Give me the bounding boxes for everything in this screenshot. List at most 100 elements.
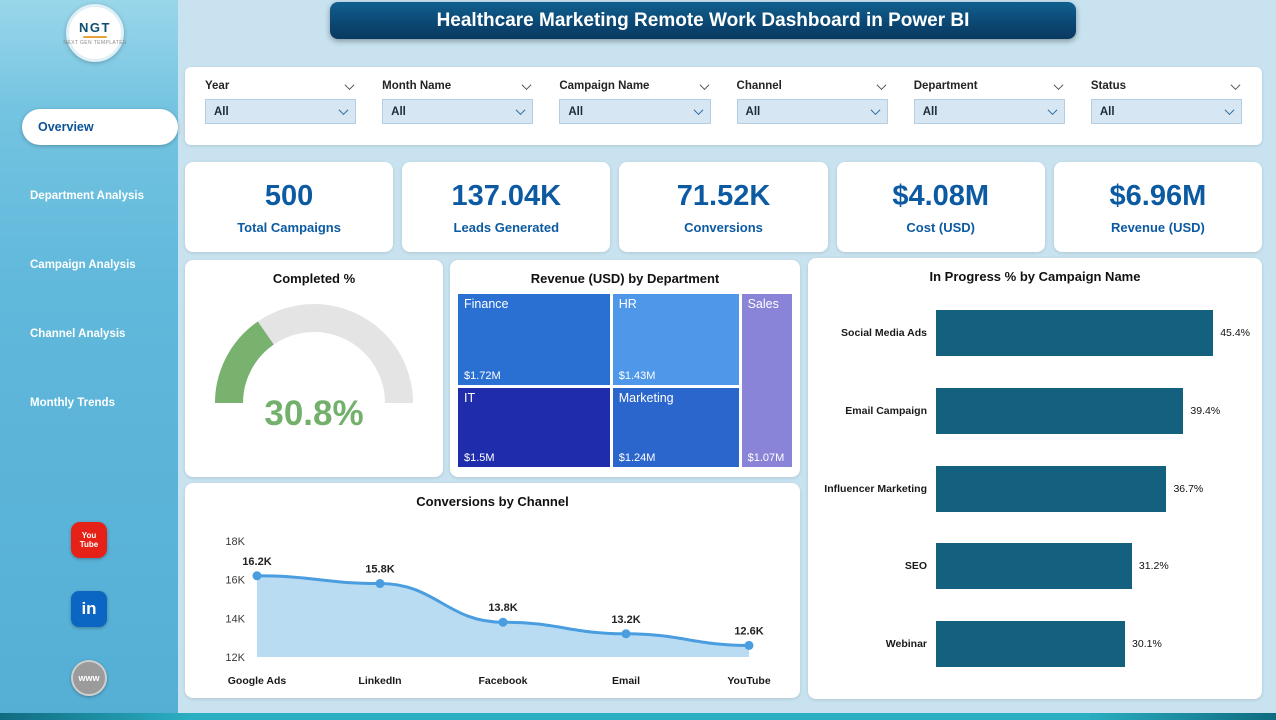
kpi-value: 71.52K [676, 179, 771, 212]
bar-row: SEO 31.2% [818, 537, 1250, 595]
kpi-label: Cost (USD) [906, 219, 976, 235]
bar-social-media-ads[interactable] [936, 310, 1214, 356]
treemap-node-name: Finance [464, 297, 509, 311]
sidebar-item-department-analysis[interactable]: Department Analysis [30, 190, 144, 202]
point-value-label: 13.2K [611, 614, 640, 626]
bar-category-label: Email Campaign [845, 404, 927, 417]
point-value-label: 12.6K [734, 625, 763, 637]
gauge-chart [204, 300, 424, 418]
bar-track: 45.4% [936, 310, 1250, 356]
bar-category-label: Social Media Ads [841, 327, 927, 339]
chevron-down-icon[interactable] [1230, 79, 1241, 90]
kpi-value: 500 [264, 179, 314, 212]
bar-email-campaign[interactable] [936, 387, 1184, 434]
kpi-leads-generated: 137.04K Leads Generated [402, 162, 611, 252]
bar-influencer-marketing[interactable] [936, 465, 1167, 512]
bar-track: 39.4% [936, 387, 1250, 434]
line-point-youtube[interactable] [744, 640, 754, 650]
slicer-dropdown-channel[interactable]: All [736, 99, 888, 124]
line-svg: 18K 16K 14K 12K 16.2K Google Ads 15.8K LinkedIn… [225, 536, 770, 687]
treemap-node-hr[interactable]: HR $1.43M [612, 294, 739, 386]
treemap-node-finance[interactable]: Finance $1.72M [458, 294, 610, 385]
treemap-column: Finance $1.72M IT $1.5M [458, 294, 610, 467]
kpi-label: Leads Generated [453, 219, 560, 235]
slicer-label: Campaign Name [559, 80, 650, 92]
bar-row: Influencer Marketing 36.7% [818, 460, 1250, 518]
slicer-value: All [214, 105, 229, 118]
bar-value-label: 45.4% [1220, 327, 1250, 339]
gauge-value-arc[interactable] [215, 321, 275, 404]
point-value-label: 16.2K [242, 556, 271, 568]
slicer-header: Channel [737, 79, 888, 92]
bar-seo[interactable] [936, 543, 1132, 590]
treemap-node-sales[interactable]: Sales $1.07M [741, 294, 792, 467]
kpi-revenue-usd: $6.96M Revenue (USD) [1053, 162, 1263, 252]
slicer-label: Month Name [382, 80, 452, 92]
slicer-label: Status [1090, 80, 1127, 92]
line-point-google-ads[interactable] [252, 571, 262, 581]
sidebar-item-campaign-analysis[interactable]: Campaign Analysis [30, 259, 136, 271]
sidebar-item-overview[interactable]: Overview [22, 109, 178, 145]
bottom-strip [0, 713, 1276, 720]
treemap-node-it[interactable]: IT $1.5M [458, 387, 610, 467]
conversions-line-chart: 18K 16K 14K 12K 16.2K Google Ads 15.8K LinkedIn… [197, 511, 790, 690]
treemap-column: Sales $1.07M [741, 294, 792, 467]
point-value-label: 13.8K [488, 602, 517, 614]
line-point-linkedin[interactable] [375, 579, 385, 589]
completed-gauge-card: Completed % 30.8% [185, 260, 443, 477]
inprogress-bar-card: In Progress % by Campaign Name Social Me… [808, 258, 1262, 699]
treemap-node-name: IT [464, 390, 476, 405]
slicer-dropdown-year[interactable]: All [205, 99, 357, 124]
treemap-node-value: $1.24M [618, 452, 656, 464]
chevron-down-icon[interactable] [1053, 79, 1064, 90]
chevron-down-icon[interactable] [521, 79, 532, 90]
bar-value-label: 31.2% [1138, 560, 1169, 573]
slicer-dropdown-campaign-name[interactable]: All [559, 99, 711, 124]
chart-title-completed: Completed % [272, 271, 356, 286]
chevron-down-icon[interactable] [876, 79, 887, 90]
linkedin-icon[interactable]: in [71, 591, 107, 627]
kpi-conversions: 71.52K Conversions [619, 162, 828, 252]
bar-webinar[interactable] [936, 621, 1126, 667]
chevron-down-icon [338, 105, 349, 116]
line-area [257, 575, 749, 657]
social-links: You Tube in www [0, 522, 178, 696]
x-category-label: Email [612, 675, 640, 687]
treemap-node-marketing[interactable]: Marketing $1.24M [612, 388, 739, 467]
chevron-down-icon [1224, 105, 1235, 116]
point-value-label: 15.8K [365, 564, 394, 576]
bar-track: 36.7% [936, 465, 1250, 512]
slicer-header: Status [1090, 79, 1242, 92]
line-point-email[interactable] [621, 629, 631, 639]
treemap-node-name: Marketing [618, 391, 674, 406]
y-tick-label: 14K [225, 613, 245, 625]
bar-category-label: Webinar [885, 638, 927, 650]
revenue-treemap-card: Revenue (USD) by Department Finance $1.72… [450, 260, 800, 477]
slicer-dropdown-status[interactable]: All [1090, 99, 1243, 124]
ngt-logo: NGT NEXT GEN TEMPLATES [63, 4, 126, 62]
slicer-month-name: Month Name All [382, 79, 534, 135]
slicer-header: Department [914, 79, 1065, 92]
sidebar-item-channel-analysis[interactable]: Channel Analysis [30, 328, 126, 340]
slicer-dropdown-month-name[interactable]: All [382, 99, 534, 124]
youtube-icon[interactable]: You Tube [71, 522, 107, 558]
gauge-value-label: 30.8% [264, 394, 364, 433]
slicer-dropdown-department[interactable]: All [913, 99, 1065, 124]
slicer-label: Year [205, 80, 230, 92]
y-tick-label: 16K [225, 575, 245, 587]
sidebar-item-monthly-trends[interactable]: Monthly Trends [30, 397, 115, 409]
chevron-down-icon[interactable] [344, 79, 355, 90]
inprogress-bars: Social Media Ads 45.4% Email Campaign 39.4%… [818, 304, 1250, 673]
chevron-down-icon[interactable] [699, 79, 709, 90]
slicer-header: Month Name [382, 79, 533, 92]
website-globe-icon[interactable]: www [71, 660, 107, 696]
line-point-facebook[interactable] [498, 617, 508, 627]
x-category-label: Google Ads [228, 675, 287, 687]
slicer-year: Year All [205, 79, 357, 135]
y-tick-label: 18K [225, 536, 245, 548]
kpi-cost-usd: $4.08M Cost (USD) [836, 162, 1045, 252]
kpi-row: 500 Total Campaigns 137.04K Leads Genera… [185, 162, 1263, 252]
dashboard-title: Healthcare Marketing Remote Work Dashboa… [330, 2, 1076, 39]
bar-track: 30.1% [936, 621, 1250, 667]
